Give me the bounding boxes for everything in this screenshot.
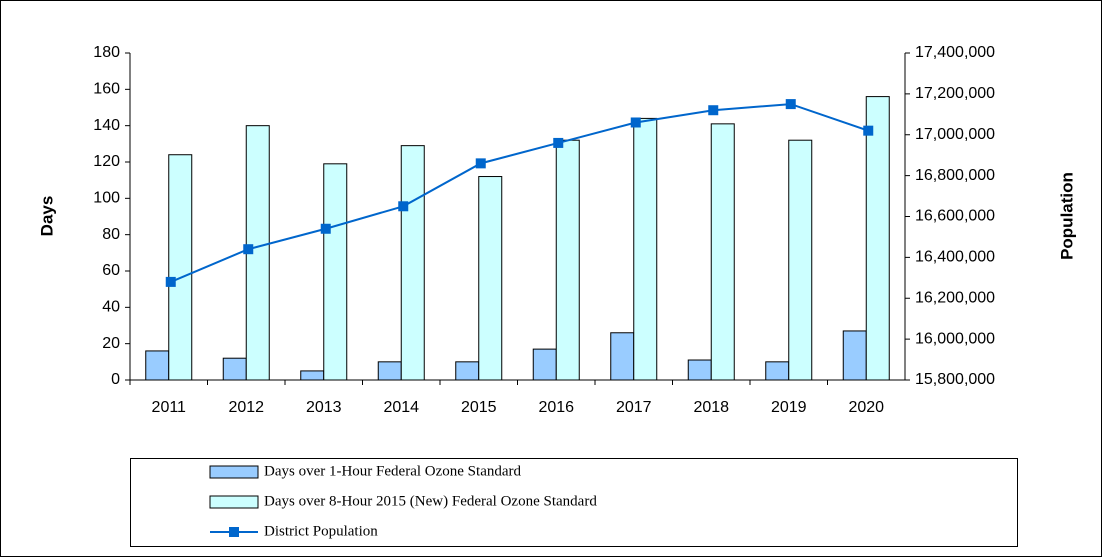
marker [708, 105, 719, 116]
y2-tick-label: 16,600,000 [915, 208, 995, 225]
bar [555, 139, 580, 381]
marker [320, 223, 331, 234]
bar [865, 96, 890, 381]
y-axis-label: Days [37, 196, 56, 237]
y2-tick-label: 16,200,000 [915, 289, 995, 306]
marker [785, 99, 796, 110]
bar [532, 348, 557, 381]
x-tick-label: 2020 [848, 399, 884, 416]
bar [633, 117, 658, 381]
bar [478, 176, 503, 381]
bar [323, 163, 348, 381]
bar [400, 145, 425, 381]
legend-marker [229, 527, 239, 537]
legend-box [130, 458, 1018, 547]
marker [630, 117, 641, 128]
bar [222, 357, 247, 381]
marker [243, 244, 254, 255]
bar [168, 154, 193, 381]
y2-axis-label: Population [1057, 172, 1076, 260]
marker [553, 137, 564, 148]
x-tick-label: 2014 [383, 399, 419, 416]
legend-label: Days over 1-Hour Federal Ozone Standard [264, 463, 521, 479]
y-tick-label: 140 [93, 117, 120, 134]
y2-tick-label: 17,400,000 [915, 44, 995, 61]
bar [300, 370, 325, 381]
x-tick-label: 2015 [461, 399, 497, 416]
marker [165, 276, 176, 287]
y-tick-label: 160 [93, 81, 120, 98]
legend-label: District Population [264, 523, 378, 539]
y-tick-label: 180 [93, 44, 120, 61]
bar [788, 139, 813, 381]
bar [687, 359, 712, 381]
bar [377, 361, 402, 381]
marker [863, 125, 874, 136]
x-tick-label: 2017 [616, 399, 652, 416]
bar [765, 361, 790, 381]
y2-tick-label: 16,800,000 [915, 167, 995, 184]
y2-tick-label: 17,000,000 [915, 126, 995, 143]
y2-tick-label: 16,000,000 [915, 330, 995, 347]
y2-tick-label: 16,400,000 [915, 249, 995, 266]
x-tick-label: 2011 [152, 399, 187, 416]
bar [710, 123, 735, 381]
legend-swatch [209, 495, 259, 509]
x-tick-label: 2012 [228, 399, 264, 416]
y-tick-label: 0 [111, 371, 120, 388]
x-tick-label: 2013 [306, 399, 342, 416]
y-tick-label: 100 [93, 190, 120, 207]
y-tick-label: 80 [102, 226, 120, 243]
y2-tick-label: 15,800,000 [915, 371, 995, 388]
bar [145, 350, 170, 381]
y-tick-label: 120 [93, 153, 120, 170]
x-tick-label: 2016 [538, 399, 574, 416]
bar [455, 361, 480, 381]
bar [610, 332, 635, 381]
x-tick-label: 2018 [693, 399, 729, 416]
line [170, 103, 869, 283]
y-tick-label: 20 [102, 335, 120, 352]
y-tick-label: 40 [102, 299, 120, 316]
bar [842, 330, 867, 381]
y-tick-label: 60 [102, 262, 120, 279]
legend-label: Days over 8-Hour 2015 (New) Federal Ozon… [264, 493, 597, 509]
marker [475, 158, 486, 169]
marker [398, 201, 409, 212]
legend-swatch [209, 465, 259, 479]
x-tick-label: 2019 [771, 399, 807, 416]
y2-tick-label: 17,200,000 [915, 85, 995, 102]
